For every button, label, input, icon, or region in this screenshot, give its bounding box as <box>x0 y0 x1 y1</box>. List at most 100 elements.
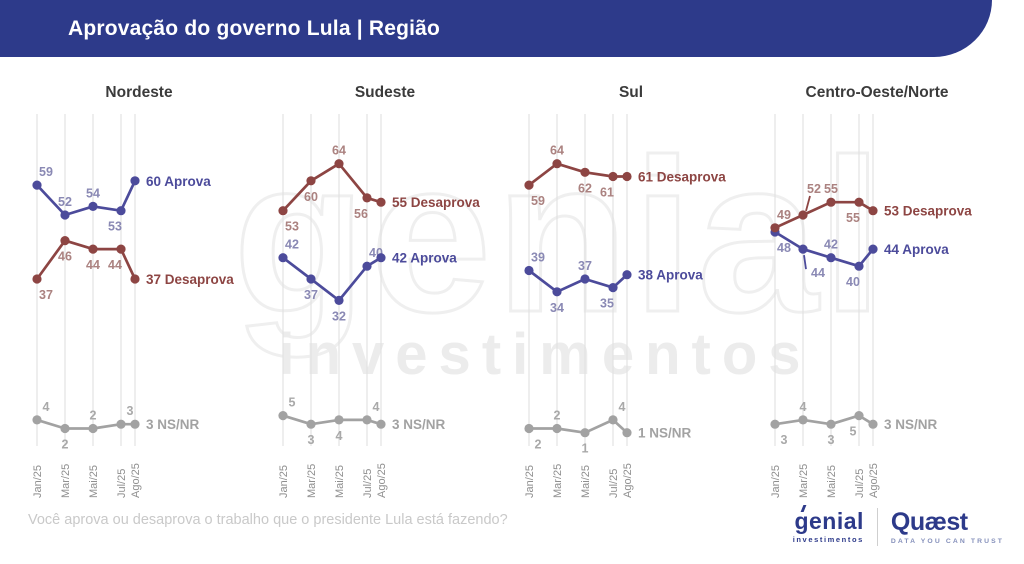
x-axis-label: Jan/25 <box>32 465 44 498</box>
series-annotation-Aprova: 44 Aprova <box>884 242 949 257</box>
quaest-logo: Quæst DATA YOU CAN TRUST <box>891 509 1004 545</box>
series-annotation-NS/NR: 3 NS/NR <box>146 417 200 432</box>
series-annotation-NS/NR: 3 NS/NR <box>884 417 938 432</box>
data-point <box>32 274 42 284</box>
x-axis-label: Ago/25 <box>376 463 388 498</box>
chart-centro-oeste-norte: Centro-Oeste/Norte Jan/25 Mar/25 Mai/25 Jul… <box>747 84 993 508</box>
data-point <box>60 210 70 220</box>
value-label: 55 <box>846 211 860 225</box>
value-label: 52 <box>807 182 821 196</box>
x-axis-label: Mai/25 <box>88 465 100 498</box>
value-label: 2 <box>62 438 69 452</box>
data-point <box>854 261 864 271</box>
value-label: 2 <box>554 409 561 423</box>
value-label: 61 <box>600 186 614 200</box>
data-point <box>362 193 372 203</box>
value-label: 37 <box>39 288 53 302</box>
value-label: 2 <box>535 438 542 452</box>
x-axis-label: Mai/25 <box>580 465 592 498</box>
data-point <box>552 423 562 434</box>
charts-row: Nordeste Jan/25 Mar/25 Mai/25 Jul/25 Ago/25 5… <box>9 84 1015 508</box>
data-point <box>116 419 126 429</box>
x-axis-label: Jul/25 <box>362 469 374 498</box>
data-point <box>32 415 42 425</box>
series-line-Desaprova <box>281 162 383 213</box>
genial-wordmark: genial <box>794 508 864 534</box>
x-axis-label: Mar/25 <box>798 464 810 498</box>
value-label: 3 <box>127 404 134 418</box>
series-annotation-Desaprova: 61 Desaprova <box>638 170 726 185</box>
data-point <box>826 419 836 429</box>
x-axis-label: Jan/25 <box>524 465 536 498</box>
data-point <box>798 244 808 254</box>
value-label: 64 <box>550 144 564 158</box>
x-axis-label: Mar/25 <box>552 464 564 498</box>
data-point <box>770 223 780 233</box>
data-point <box>116 244 126 254</box>
data-point <box>854 411 864 421</box>
question-text: Você aprova ou desaprova o trabalho que … <box>28 512 508 528</box>
data-point <box>826 253 836 263</box>
x-axis-label: Jul/25 <box>854 469 866 498</box>
data-point <box>88 244 98 254</box>
chart-plot-sul: Jan/25 Mar/25 Mai/25 Jul/25 Ago/25 39 34 37 35 38… <box>524 114 726 498</box>
x-axis-label: Jan/25 <box>770 465 782 498</box>
value-label: 46 <box>58 250 72 264</box>
data-point <box>580 274 590 284</box>
value-label: 5 <box>289 396 296 410</box>
data-point <box>622 270 632 280</box>
data-point <box>306 176 316 186</box>
data-point <box>278 411 288 421</box>
data-point <box>334 295 344 305</box>
x-axis-label: Ago/25 <box>622 463 634 498</box>
data-point <box>306 419 316 429</box>
data-point <box>306 274 316 284</box>
value-label: 64 <box>332 144 346 158</box>
value-label: 32 <box>332 309 346 323</box>
data-point <box>278 206 288 216</box>
chart-sudeste: Sudeste Jan/25 Mar/25 Mai/25 Jul/25 Ago/25 42… <box>255 84 501 508</box>
x-axis-label: Ago/25 <box>868 463 880 498</box>
chart-title-nordeste: Nordeste <box>105 84 173 101</box>
data-point <box>798 210 808 220</box>
value-label: 44 <box>811 266 825 280</box>
series-annotation-NS/NR: 1 NS/NR <box>638 426 692 441</box>
value-label: 4 <box>373 400 380 414</box>
data-point <box>334 159 344 169</box>
series-annotation-NS/NR: 3 NS/NR <box>392 417 446 432</box>
value-label: 48 <box>777 241 791 255</box>
data-point <box>868 206 878 216</box>
value-label: 4 <box>619 400 626 414</box>
data-point <box>868 244 878 254</box>
data-point <box>60 423 70 434</box>
genial-logo: genial investimentos <box>793 508 864 545</box>
x-axis-label: Mai/25 <box>334 465 346 498</box>
data-point <box>334 415 344 425</box>
label-leader <box>805 195 811 212</box>
value-label: 54 <box>86 186 100 200</box>
chart-title-sul: Sul <box>618 84 644 101</box>
x-axis-label: Jan/25 <box>278 465 290 498</box>
value-label: 35 <box>600 297 614 311</box>
data-point <box>130 176 140 186</box>
logos: genial investimentos Quæst DATA YOU CAN … <box>793 508 1004 546</box>
data-point <box>552 287 562 297</box>
data-point <box>88 423 98 434</box>
value-label: 53 <box>285 220 299 234</box>
x-axis-label: Mai/25 <box>826 465 838 498</box>
chart-title-sudeste: Sudeste <box>354 84 416 101</box>
value-label: 4 <box>43 400 50 414</box>
x-axis-label: Mar/25 <box>306 464 318 498</box>
value-label: 42 <box>285 238 299 252</box>
header-banner: Aprovação do governo Lula | Região <box>0 0 992 57</box>
series-annotation-Desaprova: 37 Desaprova <box>146 272 234 287</box>
value-label: 3 <box>308 433 315 447</box>
series-annotation-Desaprova: 55 Desaprova <box>392 195 480 210</box>
data-point <box>130 274 140 284</box>
data-point <box>622 171 632 182</box>
chart-plot-nordeste: Jan/25 Mar/25 Mai/25 Jul/25 Ago/25 59 52 54 53 60… <box>32 114 234 498</box>
value-label: 1 <box>582 442 589 456</box>
data-point <box>524 265 534 276</box>
value-label: 34 <box>550 301 564 315</box>
value-label: 59 <box>39 165 53 179</box>
